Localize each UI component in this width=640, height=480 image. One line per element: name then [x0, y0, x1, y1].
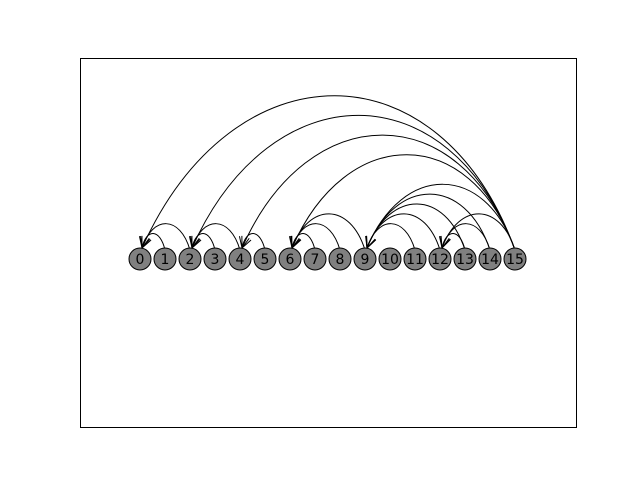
axes-frame — [80, 58, 577, 428]
node-0: 0 — [128, 247, 152, 271]
node-2-label: 2 — [186, 252, 195, 268]
node-3-circle — [203, 247, 227, 271]
node-8-circle — [328, 247, 352, 271]
node-5-circle — [253, 247, 277, 271]
node-12-circle — [428, 247, 452, 271]
edge-12-to-9 — [365, 213, 441, 251]
node-4-label: 4 — [236, 252, 245, 268]
node-5-label: 5 — [261, 252, 270, 268]
node-6: 6 — [278, 247, 302, 271]
node-10-circle — [378, 247, 402, 271]
node-15-circle — [503, 247, 527, 271]
node-5: 5 — [253, 247, 277, 271]
node-8-label: 8 — [336, 252, 345, 268]
edge-5-to-4 — [238, 233, 266, 251]
node-3-label: 3 — [211, 252, 220, 268]
node-13-label: 13 — [456, 252, 474, 268]
node-13-circle — [453, 247, 477, 271]
node-14: 14 — [478, 247, 502, 271]
node-7-circle — [303, 247, 327, 271]
node-7: 7 — [303, 247, 327, 271]
edge-8-to-6 — [290, 223, 341, 251]
edge-15-to-6 — [291, 154, 516, 251]
node-13: 13 — [453, 247, 477, 271]
node-11-label: 11 — [406, 252, 424, 268]
node-9-circle — [353, 247, 377, 271]
node-6-label: 6 — [286, 252, 295, 268]
node-11-circle — [403, 247, 427, 271]
node-8: 8 — [328, 247, 352, 271]
node-12-label: 12 — [431, 252, 449, 268]
edge-layer — [138, 95, 516, 251]
node-3: 3 — [203, 247, 227, 271]
node-0-circle — [128, 247, 152, 271]
node-14-circle — [478, 247, 502, 271]
node-15-label: 15 — [506, 252, 524, 268]
edge-15-to-9 — [366, 183, 516, 251]
edge-3-to-2 — [188, 233, 216, 251]
node-layer: 0 1 2 3 4 5 6 7 8 9 10 11 12 13 14 15 — [128, 247, 527, 271]
node-7-label: 7 — [311, 252, 320, 268]
node-4: 4 — [228, 247, 252, 271]
edge-14-to-12 — [440, 223, 491, 251]
node-6-circle — [278, 247, 302, 271]
node-1-circle — [153, 247, 177, 271]
edge-1-to-0 — [138, 233, 166, 251]
node-10: 10 — [378, 247, 402, 271]
edge-4-to-2 — [190, 223, 241, 251]
edge-13-to-9 — [365, 203, 466, 251]
edge-13-to-12 — [438, 233, 466, 251]
node-9: 9 — [353, 247, 377, 271]
node-11: 11 — [403, 247, 427, 271]
node-0-label: 0 — [136, 252, 145, 268]
edge-15-to-2 — [191, 114, 516, 251]
edge-11-to-9 — [365, 223, 416, 251]
edge-15-to-0 — [141, 95, 516, 251]
edge-7-to-6 — [288, 233, 316, 251]
edge-9-to-6 — [290, 213, 366, 251]
edge-2-to-0 — [140, 223, 191, 251]
edge-15-to-4 — [241, 134, 516, 251]
edge-15-to-12 — [440, 213, 516, 251]
node-14-label: 14 — [481, 252, 499, 268]
node-1: 1 — [153, 247, 177, 271]
node-2: 2 — [178, 247, 202, 271]
node-10-label: 10 — [381, 252, 399, 268]
node-9-label: 9 — [361, 252, 370, 268]
node-2-circle — [178, 247, 202, 271]
node-15: 15 — [503, 247, 527, 271]
node-1-label: 1 — [161, 252, 170, 268]
node-12: 12 — [428, 247, 452, 271]
node-4-circle — [228, 247, 252, 271]
edge-14-to-9 — [366, 193, 491, 251]
